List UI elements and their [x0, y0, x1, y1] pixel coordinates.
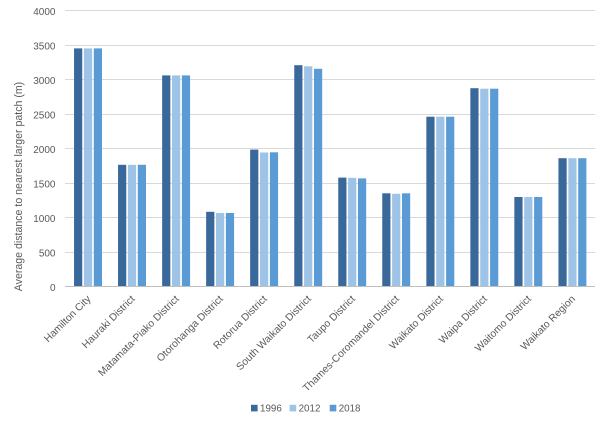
svg-text:2018: 2018 — [339, 403, 361, 414]
svg-text:500: 500 — [39, 248, 56, 259]
svg-text:0: 0 — [50, 283, 56, 294]
svg-text:2500: 2500 — [33, 110, 56, 121]
svg-text:1500: 1500 — [33, 179, 56, 190]
svg-text:3500: 3500 — [33, 41, 56, 52]
svg-text:1996: 1996 — [260, 403, 282, 414]
svg-text:2000: 2000 — [33, 145, 56, 156]
svg-text:Average distance to nearest la: Average distance to nearest larger patch… — [13, 82, 25, 291]
svg-text:4000: 4000 — [33, 7, 56, 18]
svg-text:3000: 3000 — [33, 76, 56, 87]
svg-text:1000: 1000 — [33, 214, 56, 225]
svg-text:2012: 2012 — [299, 403, 321, 414]
